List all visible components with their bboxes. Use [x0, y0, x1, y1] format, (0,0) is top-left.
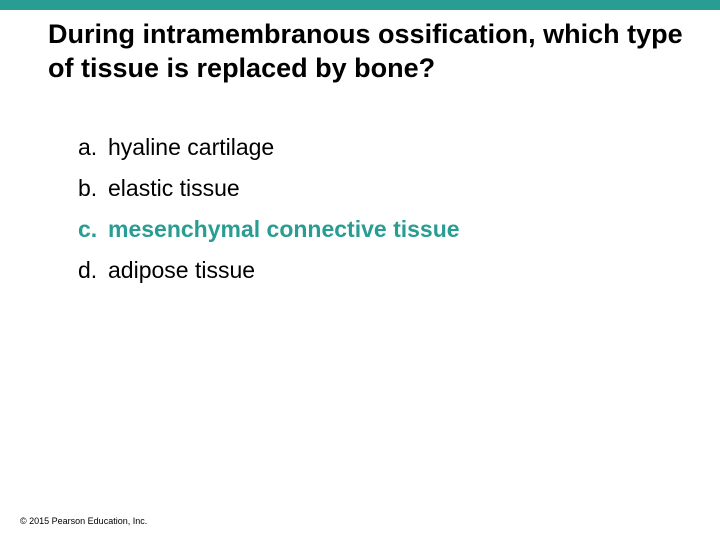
option-letter: b.	[78, 175, 108, 202]
copyright-text: © 2015 Pearson Education, Inc.	[20, 516, 147, 526]
option-text: mesenchymal connective tissue	[108, 216, 460, 243]
option-row: c.mesenchymal connective tissue	[78, 216, 692, 243]
option-letter: c.	[78, 216, 108, 243]
option-text: elastic tissue	[108, 175, 240, 202]
question-text: During intramembranous ossification, whi…	[48, 18, 692, 86]
option-text: adipose tissue	[108, 257, 255, 284]
option-text: hyaline cartilage	[108, 134, 274, 161]
options-list: a.hyaline cartilageb.elastic tissuec.mes…	[0, 86, 720, 284]
option-letter: a.	[78, 134, 108, 161]
option-row: d.adipose tissue	[78, 257, 692, 284]
top-accent-bar	[0, 0, 720, 10]
option-row: a.hyaline cartilage	[78, 134, 692, 161]
question-block: During intramembranous ossification, whi…	[0, 10, 720, 86]
option-row: b.elastic tissue	[78, 175, 692, 202]
option-letter: d.	[78, 257, 108, 284]
